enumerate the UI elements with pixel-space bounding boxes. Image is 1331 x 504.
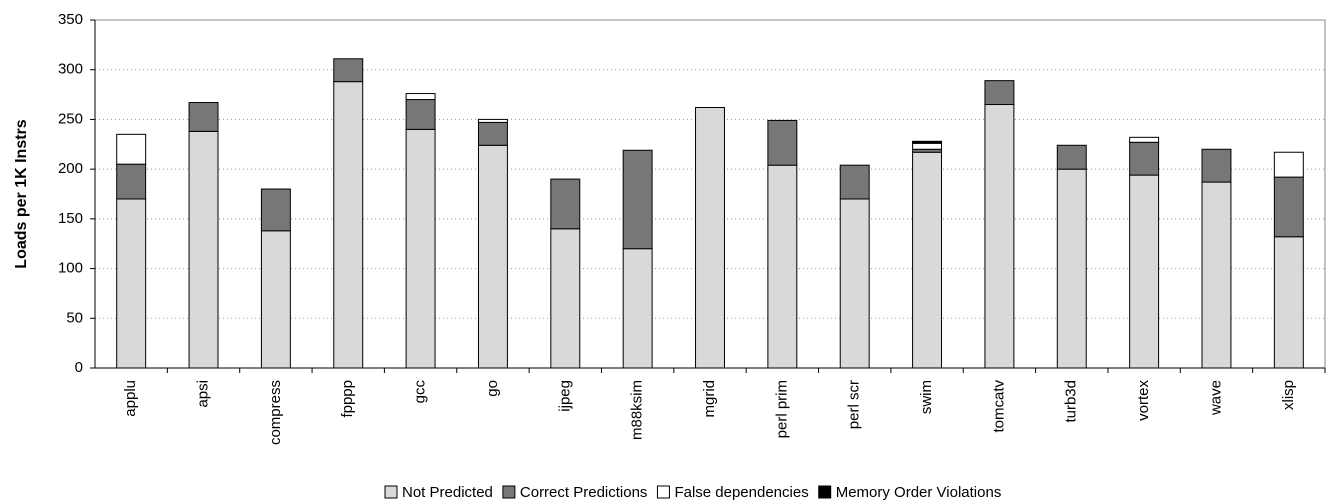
- x-tick-label: apsi: [194, 380, 211, 408]
- bar-segment: [1201, 148, 1232, 183]
- bar-segment: [767, 119, 798, 166]
- y-tick-label: 0: [75, 359, 83, 376]
- x-tick-label: turb3d: [1063, 380, 1080, 423]
- x-tick-label: wave: [1207, 380, 1224, 416]
- y-tick-label: 100: [58, 260, 83, 277]
- bar-segment: [622, 248, 653, 369]
- bar-segment: [1129, 136, 1160, 143]
- bar-segment: [1129, 174, 1160, 369]
- bar-segment: [1273, 151, 1304, 178]
- bar-segment: [695, 106, 725, 369]
- x-tick-label: gcc: [412, 380, 429, 404]
- x-tick-label: perl scr: [846, 380, 863, 429]
- bar-segment: [116, 133, 147, 165]
- bar-segment: [839, 164, 870, 200]
- bar-segment: [912, 142, 943, 150]
- y-tick-label: 200: [58, 160, 83, 177]
- bar-segment: [405, 93, 436, 101]
- y-axis-label: Loads per 1K Instrs: [13, 119, 30, 268]
- bar-segment: [767, 164, 798, 369]
- y-tick-label: 300: [58, 61, 83, 78]
- legend-swatch: [818, 485, 832, 499]
- bar-segment: [188, 130, 219, 369]
- legend-label: Memory Order Violations: [836, 484, 1002, 501]
- bar-segment: [1273, 236, 1304, 369]
- bar-segment: [1056, 168, 1087, 369]
- bar-segment: [405, 99, 436, 130]
- x-tick-label: m88ksim: [629, 380, 646, 440]
- bar-segment: [550, 228, 581, 369]
- bar-segment: [839, 198, 870, 369]
- legend-swatch: [384, 485, 398, 499]
- bar-segment: [477, 118, 508, 123]
- bar-segment: [333, 81, 364, 369]
- bar-segment: [260, 230, 291, 369]
- bar-segment: [260, 188, 291, 232]
- bar-segment: [477, 121, 508, 146]
- x-tick-label: perl prim: [773, 380, 790, 438]
- x-tick-label: mgrid: [701, 380, 718, 418]
- x-tick-label: applu: [122, 380, 139, 417]
- x-tick-label: xlisp: [1280, 380, 1297, 410]
- bar-segment: [333, 58, 364, 83]
- y-tick-label: 150: [58, 210, 83, 227]
- x-tick-label: fpppp: [339, 380, 356, 418]
- x-tick-label: vortex: [1135, 380, 1152, 421]
- bar-segment: [477, 144, 508, 369]
- x-tick-label: compress: [267, 380, 284, 445]
- legend-swatch: [502, 485, 516, 499]
- bar-segment: [116, 198, 147, 369]
- x-tick-label: tomcatv: [990, 380, 1007, 433]
- bar-segment: [405, 128, 436, 369]
- bar-segment: [984, 80, 1015, 106]
- legend-label: Not Predicted: [402, 484, 493, 501]
- bar-segment: [1201, 181, 1232, 369]
- bar-segment: [984, 104, 1015, 369]
- bar-segment: [188, 102, 219, 132]
- bar-segment: [912, 140, 943, 144]
- y-tick-label: 250: [58, 110, 83, 127]
- bar-segment: [912, 151, 943, 369]
- y-tick-label: 350: [58, 11, 83, 28]
- bar-segment: [1273, 176, 1304, 238]
- legend-swatch: [656, 485, 670, 499]
- bar-segment: [550, 178, 581, 230]
- x-tick-label: ijpeg: [556, 380, 573, 412]
- bar-segment: [622, 149, 653, 250]
- bar-segment: [116, 163, 147, 200]
- bar-segment: [1056, 144, 1087, 170]
- legend-label: Correct Predictions: [520, 484, 648, 501]
- y-tick-label: 50: [66, 309, 83, 326]
- x-tick-label: swim: [918, 380, 935, 414]
- bar-segment: [1129, 141, 1160, 176]
- legend-label: False dependencies: [674, 484, 808, 501]
- x-tick-label: go: [484, 380, 501, 397]
